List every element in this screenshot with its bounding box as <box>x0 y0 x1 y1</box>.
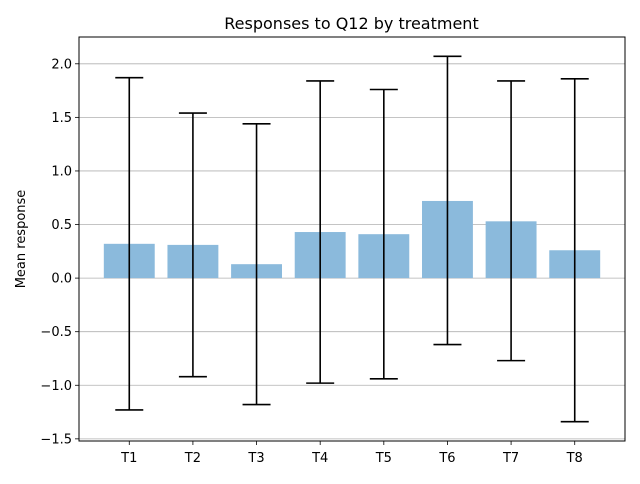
x-tick-label: T6 <box>438 451 455 466</box>
y-tick-label: 1.5 <box>51 111 72 126</box>
x-axis-ticks: T1 T2 T3 T4 T5 T6 T7 T8 <box>120 441 583 466</box>
y-tick-label: 0.0 <box>51 272 72 287</box>
y-tick-label: 1.0 <box>51 164 72 179</box>
x-tick-label: T3 <box>247 451 264 466</box>
x-tick-label: T1 <box>120 451 137 466</box>
y-tick-label: −1.0 <box>40 379 72 394</box>
x-tick-label: T4 <box>311 451 328 466</box>
y-tick-label: −1.5 <box>40 432 72 447</box>
y-axis-ticks: −1.5 −1.0 −0.5 0.0 0.5 1.0 1.5 2.0 <box>40 57 79 447</box>
x-tick-label: T5 <box>375 451 392 466</box>
x-tick-label: T8 <box>566 451 583 466</box>
y-tick-label: 0.5 <box>51 218 72 233</box>
x-tick-label: T2 <box>184 451 201 466</box>
y-tick-label: −0.5 <box>40 325 72 340</box>
x-tick-label: T7 <box>502 451 519 466</box>
y-axis-label: Mean response <box>14 190 29 289</box>
plot-frame <box>78 36 626 442</box>
chart-title: Responses to Q12 by treatment <box>224 14 478 33</box>
error-bars <box>115 55 589 423</box>
bars <box>103 200 601 279</box>
y-tick-label: 2.0 <box>51 57 72 72</box>
grid-lines <box>79 63 625 440</box>
